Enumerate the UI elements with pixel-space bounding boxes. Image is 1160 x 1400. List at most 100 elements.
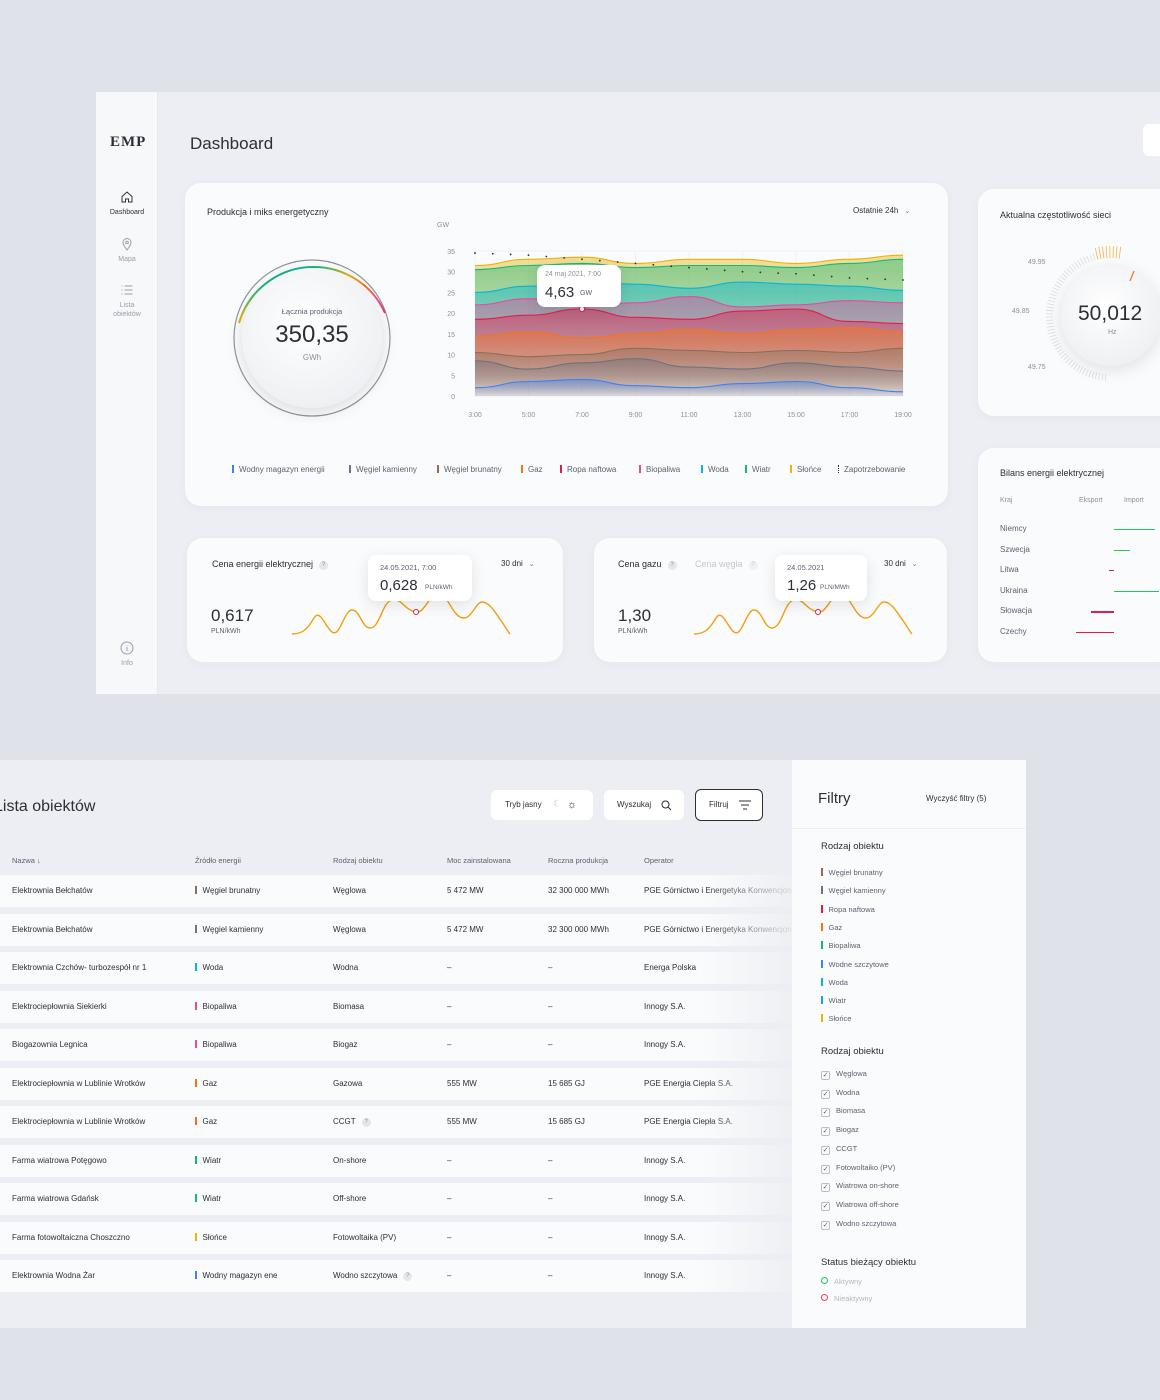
table-row[interactable]: Elektrownia Czchów- turbozespół nr 1 Woda… — [0, 952, 800, 984]
checkmark-icon[interactable]: ✓ — [821, 1127, 830, 1137]
radio-icon[interactable] — [821, 1277, 828, 1284]
help-icon[interactable]: ? — [403, 1272, 413, 1281]
cell-name: Farma wiatrowa Gdańsk — [12, 1194, 99, 1203]
help-icon[interactable]: ? — [319, 561, 329, 570]
checkmark-icon[interactable]: ✓ — [821, 1145, 830, 1155]
legend-item[interactable]: Biopaliwa — [639, 465, 680, 474]
source-filter-item[interactable]: Biopaliwa — [821, 941, 861, 950]
help-icon[interactable]: ? — [748, 561, 758, 570]
gauge-tick — [1076, 364, 1081, 372]
balance-header-export: Eksport — [1079, 497, 1103, 504]
type-filter-checkbox[interactable]: ✓ Węglowa — [821, 1069, 867, 1080]
table-row[interactable]: Farma wiatrowa Gdańsk Wiatr Off-shore – – Inn… — [0, 1183, 800, 1215]
gauge-tick — [1055, 281, 1063, 286]
source-filter-item[interactable]: Gaz — [821, 922, 842, 932]
gas-period-dropdown[interactable]: 30 dni ⌄ — [884, 559, 918, 568]
column-header-operator[interactable]: Operator — [644, 856, 674, 865]
checkmark-icon[interactable]: ✓ — [821, 1183, 830, 1193]
source-filter-item[interactable]: Wiatr — [821, 996, 846, 1005]
selected-point[interactable] — [578, 305, 586, 313]
legend-item[interactable]: Woda — [701, 465, 729, 474]
table-row[interactable]: Elektrociepłownia w Lublinie Wrotków Gaz G… — [0, 1067, 800, 1100]
type-filter-checkbox[interactable]: ✓ CCGT — [821, 1144, 857, 1155]
sidebar-item-dashboard[interactable]: Dashboard — [96, 190, 158, 217]
chart-tooltip: 24 maj 2021, 7:00 4,63 GW — [537, 265, 621, 307]
cell-type: Węglowa — [333, 925, 366, 934]
help-icon[interactable]: ? — [667, 561, 677, 570]
table-row[interactable]: Elektrownia Bełchatów Węgiel brunatny Węgl… — [0, 875, 807, 907]
legend-item[interactable]: Gaz — [521, 465, 543, 474]
moon-icon[interactable]: ☾ — [553, 799, 562, 810]
theme-toggle-button[interactable]: Tryb jasny ☾ ☼ — [491, 790, 593, 820]
radio-icon[interactable] — [821, 1294, 828, 1301]
legend-item[interactable]: Wodny magazyn energii — [232, 465, 325, 474]
search-button[interactable]: Wyszukaj — [604, 790, 684, 820]
legend-item[interactable]: Wiatr — [745, 465, 771, 474]
source-filter-item[interactable]: Ropa naftowa — [821, 904, 875, 914]
legend-item[interactable]: Węgiel kamienny — [349, 465, 417, 474]
type-filter-checkbox[interactable]: ✓ Biomasa — [821, 1106, 865, 1118]
header-action-button[interactable] — [1143, 124, 1160, 156]
source-filter-item[interactable]: Węgiel brunatny — [821, 868, 883, 877]
tooltip-value: 1,26 — [787, 577, 817, 594]
table-row[interactable]: Biogazownia Legnica Biopaliwa Biogaz – – Inno… — [0, 1029, 800, 1061]
status-filter-radio[interactable]: Nieaktywny — [821, 1294, 872, 1303]
column-header-production[interactable]: Roczna produkcja — [548, 856, 609, 865]
column-header-type[interactable]: Rodzaj obiektu — [333, 856, 383, 865]
type-filter-checkbox[interactable]: ✓ Wiatrowa on-shore — [821, 1181, 899, 1193]
period-dropdown[interactable]: Ostatnie 24h ⌄ — [853, 206, 910, 215]
checkmark-icon[interactable]: ✓ — [821, 1220, 830, 1230]
cell-operator: Energa Polska — [644, 963, 697, 972]
type-filter-checkbox[interactable]: ✓ Wiatrowa off-shore — [821, 1200, 899, 1211]
type-filter-checkbox[interactable]: ✓ Biogaz — [821, 1125, 859, 1137]
source-filter-item[interactable]: Węgiel kamienny — [821, 886, 886, 895]
column-header-source[interactable]: Źródło energii — [195, 856, 241, 865]
cell-source: Węgiel brunatny — [195, 886, 260, 895]
checkmark-icon[interactable]: ✓ — [821, 1164, 830, 1174]
table-row[interactable]: Farma wiatrowa Potęgowo Wiatr On-shore – – In… — [0, 1144, 800, 1177]
legend-item[interactable]: Słońce — [790, 465, 821, 474]
column-header-power[interactable]: Moc zainstalowana — [447, 856, 511, 865]
source-filter-item[interactable]: Słońce — [821, 1014, 851, 1023]
coal-price-tab[interactable]: Cena węgla? — [695, 559, 758, 570]
table-row[interactable]: Elektrociepłownia w Lublinie Wrotków Gaz C… — [0, 1106, 800, 1138]
cell-source: Biopaliwa — [195, 1040, 237, 1049]
source-filter-item[interactable]: Woda — [821, 977, 848, 987]
type-filter-checkbox[interactable]: ✓ Fotowoltaiko (PV) — [821, 1163, 895, 1174]
gauge-tick — [1053, 284, 1061, 289]
checkmark-icon[interactable]: ✓ — [821, 1089, 830, 1099]
gauge-tick — [1047, 303, 1055, 306]
sidebar-item-lista[interactable]: Lista obiektów — [96, 283, 158, 319]
table-row[interactable]: Elektrownia Bełchatów Węgiel kamienny Węgl… — [0, 913, 807, 946]
column-header-name[interactable]: Nazwa ↓ — [12, 856, 41, 865]
production-card: Produkcja i miks energetyczny Ostatnie 2… — [185, 183, 948, 506]
status-filter-radio[interactable]: Aktywny — [821, 1277, 862, 1286]
frequency-value: 50,012 — [1078, 302, 1143, 325]
checkmark-icon[interactable]: ✓ — [821, 1071, 830, 1080]
frequency-unit: Hz — [1108, 329, 1117, 336]
sidebar-item-info[interactable]: Info — [96, 641, 158, 668]
energy-price-title: Cena energii elektrycznej? — [212, 559, 329, 570]
sun-icon[interactable]: ☼ — [567, 799, 578, 811]
gauge-tick — [1068, 359, 1074, 366]
legend-item[interactable]: Węgiel brunatny — [437, 465, 502, 474]
source-filter-item[interactable]: Wodne szczytowe — [821, 959, 889, 969]
gas-price-title[interactable]: Cena gazu? — [618, 559, 677, 570]
help-icon[interactable]: ? — [361, 1118, 371, 1127]
legend-item[interactable]: Zapotrzebowanie — [838, 465, 905, 474]
filter-button[interactable]: Filtruj — [695, 789, 763, 821]
checkmark-icon[interactable]: ✓ — [821, 1108, 830, 1118]
type-filter-checkbox[interactable]: ✓ Wodno szczytowa — [821, 1219, 896, 1230]
table-row[interactable]: Farma fotowoltaiczna Choszczno Słońce Foto… — [0, 1221, 800, 1254]
cell-power: – — [447, 1155, 452, 1165]
checkmark-icon[interactable]: ✓ — [821, 1201, 830, 1211]
table-row[interactable]: Elektrownia Wodna Żar Wodny magazyn ene Wo… — [0, 1260, 800, 1292]
legend-item[interactable]: Ropa naftowa — [560, 465, 616, 474]
energy-period-dropdown[interactable]: 30 dni ⌄ — [501, 559, 535, 568]
cell-name: Elektrownia Bełchatów — [12, 886, 93, 895]
clear-filters-button[interactable]: Wyczyść filtry (5) — [926, 794, 987, 803]
sidebar-item-mapa[interactable]: Mapa — [96, 237, 158, 264]
type-filter-checkbox[interactable]: ✓ Wodna — [821, 1088, 860, 1099]
table-row[interactable]: Elektrociepłownia Siekierki Biopaliwa Biom… — [0, 990, 800, 1023]
table-fade-overlay — [700, 870, 792, 1300]
